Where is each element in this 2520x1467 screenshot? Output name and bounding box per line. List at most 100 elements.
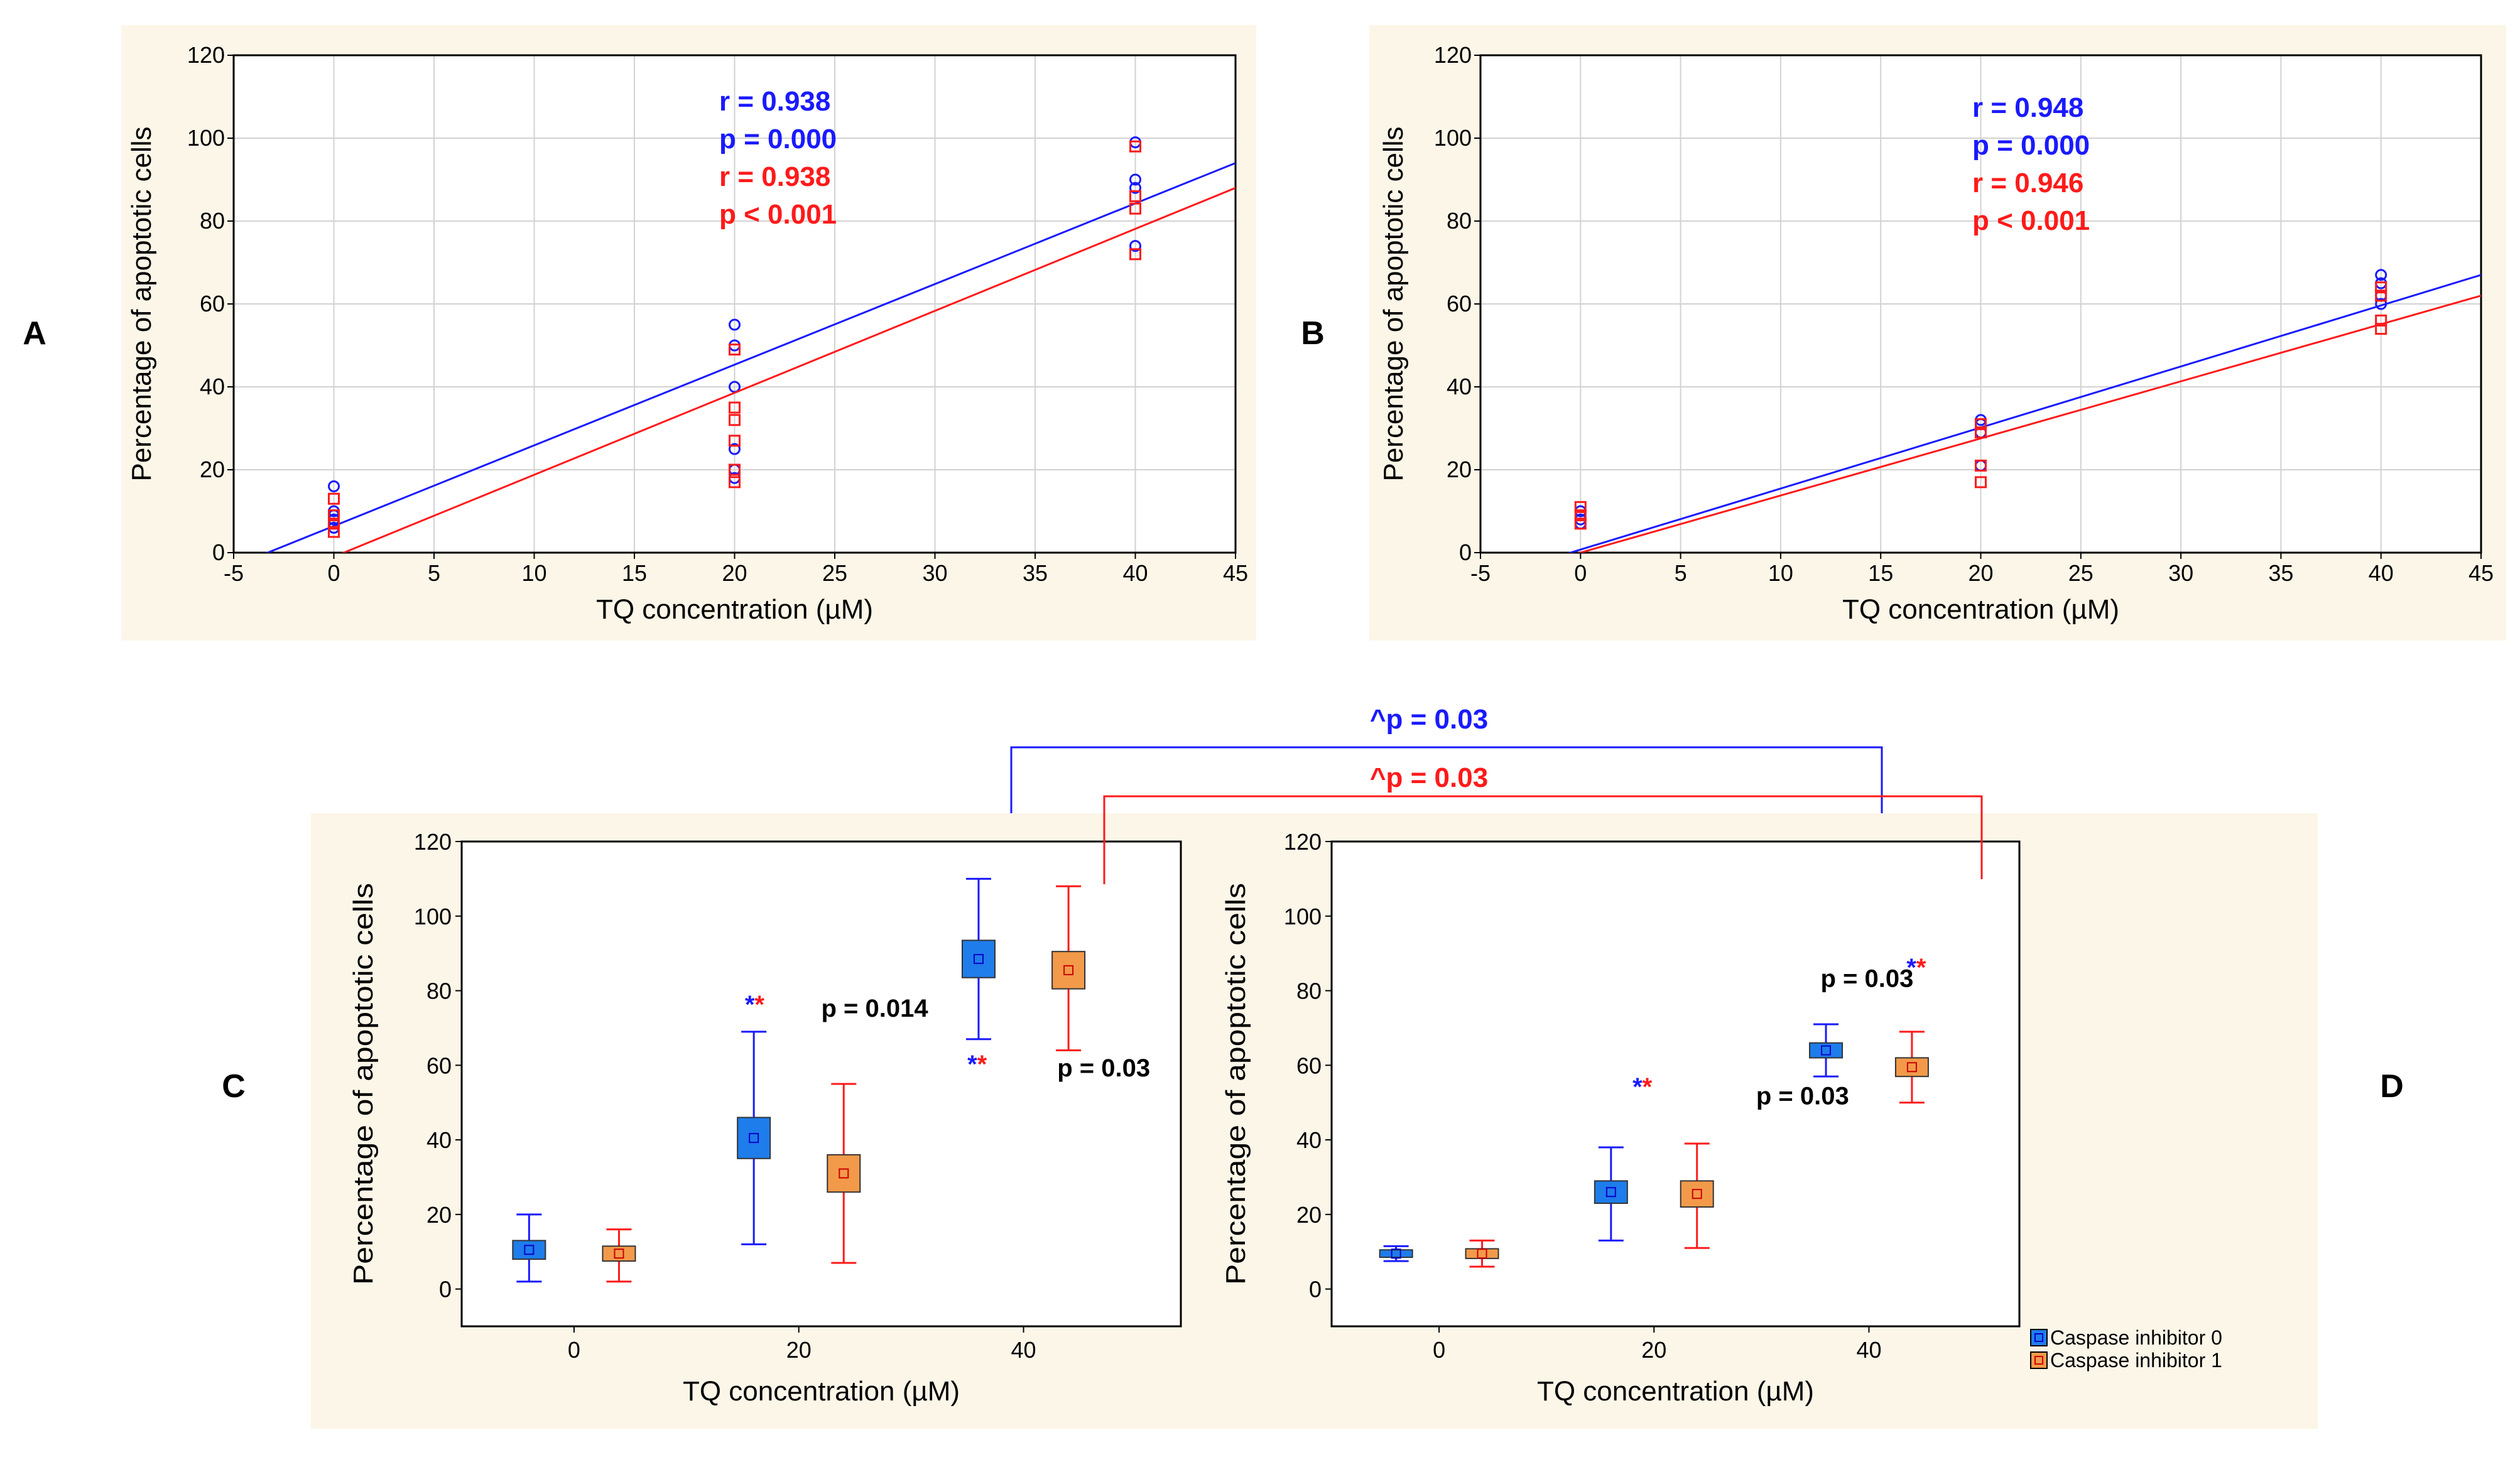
legend-item-inhibitor-1: Caspase inhibitor 1 xyxy=(2050,1349,2222,1372)
x-tick-label: 35 xyxy=(1023,560,1048,586)
x-tick-label: 25 xyxy=(2068,560,2094,586)
x-tick-label: 0 xyxy=(327,560,340,586)
bracket-red xyxy=(1103,795,1983,884)
panel-label-b: B xyxy=(1301,315,1325,352)
data-point xyxy=(1975,459,1987,472)
y-tick-label: 80 xyxy=(200,208,225,234)
box-mean-marker xyxy=(749,1133,759,1144)
y-tick-label: 80 xyxy=(1447,208,1472,234)
data-point xyxy=(1129,240,1141,252)
data-point xyxy=(1574,509,1587,522)
box-mean-marker xyxy=(1605,1187,1616,1198)
data-point xyxy=(328,480,340,492)
y-tick-label: 120 xyxy=(414,829,452,855)
y-tick-label: 60 xyxy=(1447,291,1472,317)
stat-text: p = 0.000 xyxy=(1972,130,2090,161)
star-blue: * xyxy=(967,1051,977,1078)
box-mean-marker xyxy=(1477,1248,1487,1259)
data-point xyxy=(328,526,340,538)
plot-frame xyxy=(460,840,1182,1328)
significance-stars: ** xyxy=(1906,954,1926,982)
data-point xyxy=(729,318,741,331)
x-axis-title: TQ concentration (µM) xyxy=(683,1376,960,1407)
y-tick-label: 60 xyxy=(426,1053,452,1078)
box-mean-marker xyxy=(973,954,984,965)
data-point xyxy=(729,476,741,489)
legend-swatch-inner-1 xyxy=(2034,1356,2043,1365)
legend-item-inhibitor-0: Caspase inhibitor 0 xyxy=(2050,1326,2222,1349)
data-point xyxy=(729,401,741,414)
panel-label-d: D xyxy=(2380,1068,2404,1105)
p-value-annotation: p = 0.03 xyxy=(1756,1083,1849,1110)
x-tick-label: 20 xyxy=(1968,560,1993,586)
box-mean-marker xyxy=(1391,1248,1401,1259)
stat-text: r = 0.946 xyxy=(1972,168,2083,198)
y-tick-label: 60 xyxy=(200,291,225,317)
x-tick-label: 0 xyxy=(568,1337,580,1363)
significance-stars: ** xyxy=(745,991,765,1019)
stat-text: p < 0.001 xyxy=(719,199,837,230)
x-tick-label: 0 xyxy=(1433,1337,1445,1363)
legend-swatch-inhibitor-0 xyxy=(2030,1329,2048,1346)
data-point xyxy=(1574,517,1587,530)
box-mean-marker xyxy=(839,1168,849,1179)
y-tick-label: 0 xyxy=(439,1277,452,1302)
panel-label-c: C xyxy=(222,1068,246,1105)
x-tick-label: 20 xyxy=(786,1337,812,1363)
y-tick-label: 120 xyxy=(1434,42,1472,68)
x-tick-label: 5 xyxy=(428,560,440,586)
data-point xyxy=(1129,248,1141,261)
y-tick-label: 40 xyxy=(1296,1127,1322,1153)
data-point xyxy=(1574,501,1587,513)
y-tick-label: 0 xyxy=(1459,539,1472,565)
x-tick-label: 40 xyxy=(1011,1337,1036,1363)
y-tick-label: 120 xyxy=(187,42,225,68)
x-tick-label: 30 xyxy=(922,560,947,586)
data-point xyxy=(729,414,741,426)
y-tick-label: 20 xyxy=(1296,1202,1322,1228)
y-tick-label: 100 xyxy=(1434,125,1472,151)
bracket-blue xyxy=(1010,746,1883,813)
box xyxy=(1894,1057,1929,1078)
box xyxy=(1594,1180,1628,1204)
fit-line-inhibitor-1 xyxy=(1577,295,2481,553)
box-mean-marker xyxy=(524,1245,535,1255)
y-axis-title: Percentage of apoptotic cells xyxy=(1220,883,1251,1285)
stat-text: p < 0.001 xyxy=(1972,205,2090,236)
y-tick-label: 100 xyxy=(414,904,452,929)
y-tick-label: 40 xyxy=(1447,374,1472,399)
x-tick-label: 40 xyxy=(1856,1337,1881,1363)
y-axis-title: Percentage of apoptotic cells xyxy=(126,126,157,481)
y-tick-label: 20 xyxy=(200,457,225,482)
y-axis-title: Percentage of apoptotic cells xyxy=(348,883,379,1285)
x-tick-label: 20 xyxy=(1641,1337,1666,1363)
data-point xyxy=(729,443,741,455)
stat-text: r = 0.938 xyxy=(719,86,830,117)
stat-text: r = 0.948 xyxy=(1972,92,2083,123)
box xyxy=(602,1245,636,1262)
data-point xyxy=(1129,173,1141,186)
plot-frame xyxy=(1479,54,2482,554)
fit-line-inhibitor-0 xyxy=(265,162,1236,553)
data-point xyxy=(1975,418,1987,430)
x-tick-label: 40 xyxy=(2369,560,2394,586)
x-tick-label: 10 xyxy=(1768,560,1793,586)
y-tick-label: 100 xyxy=(1284,904,1322,929)
y-tick-label: 120 xyxy=(1284,829,1322,855)
data-point xyxy=(2375,323,2387,335)
box xyxy=(1680,1180,1714,1208)
box-mean-marker xyxy=(1906,1062,1917,1073)
x-tick-label: 30 xyxy=(2168,560,2193,586)
box xyxy=(1379,1249,1413,1259)
plot-frame xyxy=(232,54,1237,554)
y-tick-label: 20 xyxy=(426,1202,452,1228)
star-blue: * xyxy=(1906,954,1916,982)
y-tick-label: 60 xyxy=(1296,1053,1322,1078)
box-mean-marker xyxy=(1821,1045,1832,1056)
star-red: * xyxy=(754,991,764,1019)
data-point xyxy=(1129,190,1141,202)
